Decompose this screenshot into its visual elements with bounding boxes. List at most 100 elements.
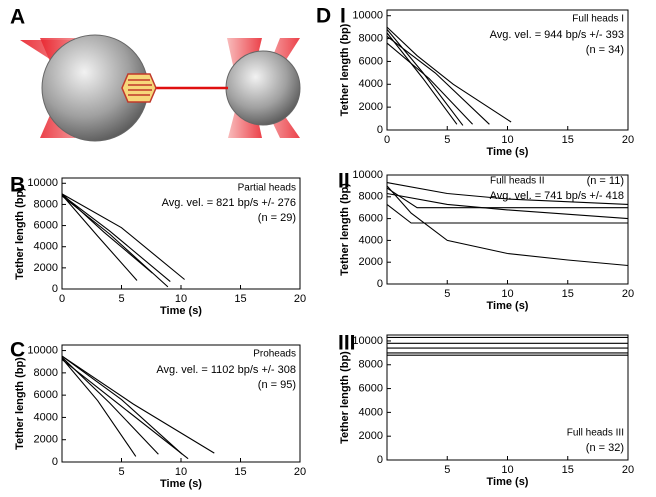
panel-label: B: [10, 174, 25, 197]
x-axis-label: Time (s): [487, 300, 529, 312]
y-axis-label: Tether length (bp): [14, 357, 26, 450]
annotation: Full heads II: [490, 176, 544, 187]
trace: [386, 185, 629, 267]
panel-label: D: [316, 5, 331, 28]
trace: [61, 195, 169, 288]
y-tick-label: 10000: [27, 344, 58, 356]
x-tick-label: 10: [175, 293, 187, 305]
annotation: Full heads III: [567, 428, 624, 439]
y-tick-label: 6000: [359, 213, 383, 225]
y-tick-label: 4000: [359, 234, 383, 246]
annotation: Avg. vel. = 1102 bp/s +/- 308: [156, 364, 296, 376]
trace: [386, 26, 512, 123]
trace: [61, 359, 189, 460]
trace: [61, 358, 137, 457]
trace: [386, 32, 458, 125]
y-tick-label: 2000: [34, 262, 58, 274]
x-tick-label: 20: [622, 464, 634, 476]
x-tick-label: 5: [118, 466, 124, 478]
x-tick-label: 10: [501, 288, 513, 300]
annotation: Proheads: [253, 349, 296, 360]
trace: [386, 182, 629, 205]
panel-label: II: [338, 170, 350, 193]
panel-label: A: [10, 6, 25, 29]
y-tick-label: 10000: [352, 335, 383, 347]
y-tick-label: 10000: [352, 169, 383, 181]
x-tick-label: 0: [384, 134, 390, 146]
y-axis-label: Tether length (bp): [14, 187, 26, 280]
y-tick-label: 0: [52, 456, 58, 468]
y-tick-label: 6000: [34, 219, 58, 231]
y-tick-label: 10000: [27, 177, 58, 189]
annotation: (n = 32): [586, 442, 624, 454]
x-tick-label: 5: [444, 288, 450, 300]
y-tick-label: 0: [377, 278, 383, 290]
x-tick-label: 15: [234, 466, 246, 478]
x-tick-label: 15: [562, 464, 574, 476]
plot-frame: [61, 344, 301, 463]
annotation: (n = 95): [258, 379, 296, 391]
y-tick-label: 4000: [34, 411, 58, 423]
x-tick-label: 5: [444, 464, 450, 476]
annotation: (n = 34): [586, 44, 624, 56]
x-tick-label: 0: [59, 293, 65, 305]
trace: [386, 42, 473, 125]
y-tick-label: 8000: [359, 191, 383, 203]
x-tick-label: 20: [294, 293, 306, 305]
x-tick-label: 10: [501, 134, 513, 146]
trace: [386, 192, 629, 220]
annotation: Partial heads: [238, 183, 296, 194]
y-tick-label: 2000: [359, 430, 383, 442]
trace: [61, 193, 185, 280]
x-tick-label: 15: [562, 134, 574, 146]
x-tick-label: 10: [175, 466, 187, 478]
trace: [61, 194, 138, 281]
annotation: Full heads I: [572, 14, 624, 25]
x-axis-label: Time (s): [487, 146, 529, 158]
panel-label: I: [340, 5, 346, 28]
y-tick-label: 0: [377, 454, 383, 466]
annotation: Avg. vel. = 821 bp/s +/- 276: [162, 197, 296, 209]
x-tick-label: 10: [501, 464, 513, 476]
x-tick-label: 20: [622, 134, 634, 146]
y-tick-label: 10000: [352, 10, 383, 22]
trace: [61, 356, 159, 455]
y-tick-label: 0: [52, 283, 58, 295]
y-tick-label: 2000: [359, 101, 383, 113]
x-tick-label: 20: [622, 288, 634, 300]
y-axis-label: Tether length (bp): [339, 351, 351, 444]
x-tick-label: 15: [234, 293, 246, 305]
x-axis-label: Time (s): [487, 476, 529, 488]
y-tick-label: 8000: [359, 32, 383, 44]
trace: [61, 194, 171, 283]
y-tick-label: 6000: [359, 55, 383, 67]
trace: [386, 203, 628, 224]
y-tick-label: 4000: [359, 78, 383, 90]
y-tick-label: 8000: [359, 359, 383, 371]
y-axis-label: Tether length (bp): [339, 183, 351, 276]
y-tick-label: 0: [377, 124, 383, 136]
annotation: (n = 29): [258, 212, 296, 224]
annotation: Avg. vel. = 944 bp/s +/- 393: [490, 29, 624, 41]
trace: [386, 35, 490, 125]
trace: [386, 29, 464, 126]
y-tick-label: 8000: [34, 367, 58, 379]
panel-label: C: [10, 339, 25, 362]
y-tick-label: 2000: [359, 256, 383, 268]
y-tick-label: 4000: [359, 406, 383, 418]
illustration: [20, 34, 301, 142]
x-tick-label: 5: [444, 134, 450, 146]
y-tick-label: 6000: [359, 382, 383, 394]
x-tick-label: 20: [294, 466, 306, 478]
trace: [61, 355, 183, 455]
annotation: Avg. vel. = 741 bp/s +/- 418: [490, 190, 624, 202]
plot-frame: [61, 177, 301, 290]
y-axis-label: Tether length (bp): [339, 23, 351, 116]
x-tick-label: 5: [118, 293, 124, 305]
panel-label: III: [338, 332, 356, 355]
trace: [61, 355, 215, 454]
x-axis-label: Time (s): [160, 478, 202, 490]
x-tick-label: 15: [562, 288, 574, 300]
y-tick-label: 6000: [34, 389, 58, 401]
